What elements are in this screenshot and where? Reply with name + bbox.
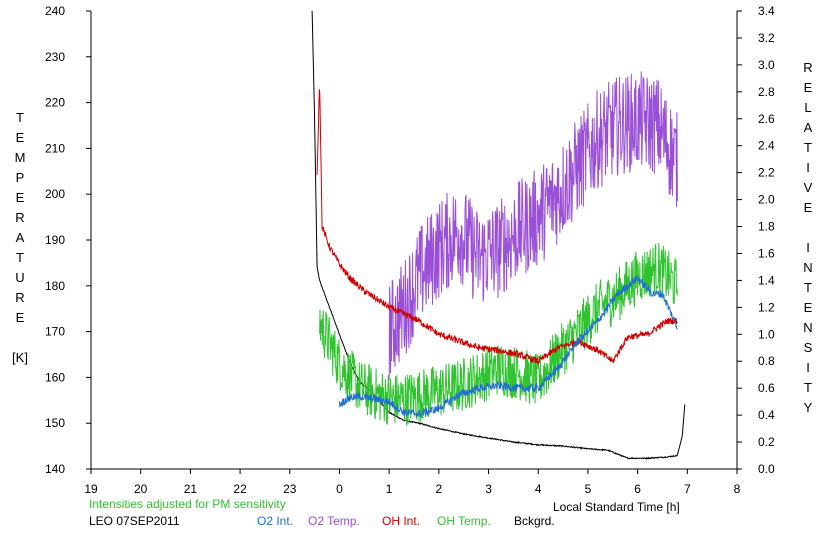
left-tick-label: 140 (45, 462, 65, 476)
left-tick-label: 180 (45, 279, 65, 293)
left-tick-label: 240 (45, 4, 65, 18)
right-tick-label: 2.8 (758, 85, 775, 99)
x-tick-label: 7 (684, 482, 691, 496)
left-tick-label: 170 (45, 325, 65, 339)
right-tick-label: 2.4 (758, 139, 775, 153)
right-tick-label: 0.4 (758, 408, 775, 422)
right-tick-label: 1.2 (758, 300, 775, 314)
left-tick-label: 230 (45, 50, 65, 64)
legend-entry: OH Int. (382, 514, 421, 528)
x-tick-label: 4 (535, 482, 542, 496)
legend-entry: O2 Int. (257, 514, 294, 528)
x-tick-label: 21 (184, 482, 198, 496)
right-tick-label: 2.6 (758, 112, 775, 126)
sensitivity-note: Intensities adjusted for PM sensitivity (89, 497, 286, 511)
right-axis-label-letter: N (803, 260, 813, 275)
series-line-o2-int (339, 275, 678, 418)
right-axis-label-letter: I (806, 360, 810, 375)
right-tick-label: 3.2 (758, 31, 775, 45)
left-axis-label-letter: T (16, 250, 24, 265)
left-axis-label-letter: E (15, 130, 25, 145)
legend-entry: OH Temp. (437, 514, 491, 528)
right-tick-label: 2.0 (758, 193, 775, 207)
x-axis-label: Local Standard Time [h] (553, 500, 680, 514)
right-axis-label-letter: T (804, 140, 812, 155)
right-axis-label-letter: T (804, 280, 812, 295)
right-tick-label: 0.8 (758, 354, 775, 368)
right-axis-label-letter: V (803, 180, 813, 195)
left-tick-label: 150 (45, 416, 65, 430)
x-tick-label: 3 (485, 482, 492, 496)
right-axis-label-letter (800, 218, 816, 238)
chart-ticks: 1401501601701801902002102202302400.00.20… (45, 4, 775, 496)
x-tick-label: 20 (134, 482, 148, 496)
series-line-o2-temp (388, 71, 678, 380)
right-tick-label: 2.2 (758, 166, 775, 180)
right-tick-label: 1.0 (758, 327, 775, 341)
x-tick-label: 19 (84, 482, 98, 496)
series-line-oh-int (316, 89, 678, 365)
left-axis-label-letter: R (15, 210, 25, 225)
left-axis-label-letter: E (15, 310, 25, 325)
x-tick-label: 5 (585, 482, 592, 496)
left-axis-label-letter: R (15, 290, 25, 305)
right-axis-label-letter: L (804, 100, 812, 115)
right-axis-label-letter: E (803, 300, 813, 315)
right-tick-label: 3.4 (758, 4, 775, 18)
left-axis-label-letter: P (15, 170, 25, 185)
x-tick-label: 2 (436, 482, 443, 496)
right-axis-label-letter: T (804, 380, 812, 395)
left-tick-label: 190 (45, 233, 65, 247)
legend-entry: O2 Temp. (308, 514, 360, 528)
x-tick-label: 22 (233, 482, 247, 496)
legend-entry: Bckgrd. (514, 514, 555, 528)
left-axis-label-letter: E (15, 190, 25, 205)
left-axis-label-letter: U (15, 270, 25, 285)
left-tick-label: 210 (45, 141, 65, 155)
right-axis-label-letter: E (803, 200, 813, 215)
right-axis-label-letter: E (803, 80, 813, 95)
right-tick-label: 1.8 (758, 220, 775, 234)
left-axis-label-letter: A (15, 230, 25, 245)
right-axis-label-letter: A (803, 120, 813, 135)
left-tick-label: 220 (45, 96, 65, 110)
station-date-label: LEO 07SEP2011 (89, 514, 180, 528)
right-tick-label: 0.6 (758, 381, 775, 395)
right-axis-label-letter: S (803, 340, 813, 355)
x-tick-label: 1 (386, 482, 393, 496)
left-tick-label: 160 (45, 370, 65, 384)
right-axis-label-letter: N (803, 320, 813, 335)
left-axis-label-letter: M (14, 150, 26, 165)
chart-series (311, 10, 686, 460)
right-tick-label: 0.2 (758, 435, 775, 449)
x-tick-label: 23 (283, 482, 297, 496)
left-tick-label: 200 (45, 187, 65, 201)
right-tick-label: 0.0 (758, 462, 775, 476)
right-axis-label-letter: Y (803, 400, 813, 415)
right-tick-label: 1.6 (758, 246, 775, 260)
right-axis-label-letter: R (803, 60, 813, 75)
right-axis-label-letter: I (806, 160, 810, 175)
right-axis-label-letter: I (806, 240, 810, 255)
left-axis-unit: [K] (12, 350, 28, 365)
right-tick-label: 1.4 (758, 273, 775, 287)
right-tick-label: 3.0 (758, 58, 775, 72)
x-tick-label: 8 (734, 482, 741, 496)
x-tick-label: 6 (634, 482, 641, 496)
left-axis-label-letter: T (16, 110, 24, 125)
x-tick-label: 0 (336, 482, 343, 496)
